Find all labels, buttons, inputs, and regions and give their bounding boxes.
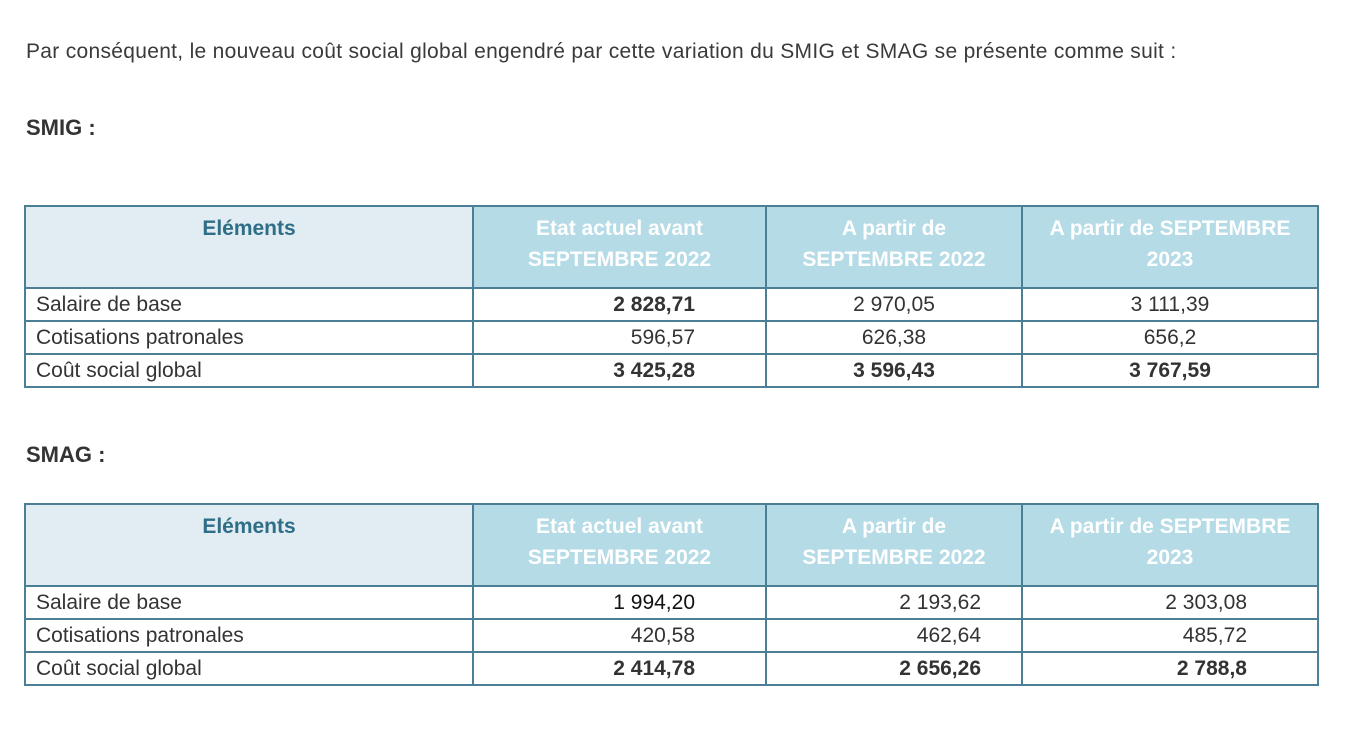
header-from-sept-2023: A partir de SEPTEMBRE 2023 — [1021, 205, 1319, 289]
cell-value: 596,57 — [472, 320, 767, 355]
table-row: Coût social global 2 414,78 2 656,26 2 7… — [24, 651, 1319, 686]
cell-value: 3 767,59 — [1021, 353, 1319, 388]
table-row: Salaire de base 1 994,20 2 193,62 2 303,… — [24, 585, 1319, 620]
header-elements: Eléments — [24, 503, 474, 587]
table-row: Salaire de base 2 828,71 2 970,05 3 111,… — [24, 287, 1319, 322]
smag-heading: SMAG : — [26, 442, 106, 467]
cell-value: 3 425,28 — [472, 353, 767, 388]
row-label: Salaire de base — [24, 585, 474, 620]
row-label: Cotisations patronales — [24, 320, 474, 355]
header-from-sept-2022: A partir de SEPTEMBRE 2022 — [765, 503, 1023, 587]
cell-value: 2 414,78 — [472, 651, 767, 686]
row-label: Salaire de base — [24, 287, 474, 322]
table-row: Cotisations patronales 596,57 626,38 656… — [24, 320, 1319, 355]
smag-table: Eléments Etat actuel avant SEPTEMBRE 202… — [24, 503, 1319, 686]
cell-value: 420,58 — [472, 618, 767, 653]
cell-value: 1 994,20 — [472, 585, 767, 620]
table-header-row: Eléments Etat actuel avant SEPTEMBRE 202… — [24, 503, 1319, 587]
cell-value: 2 788,8 — [1021, 651, 1319, 686]
row-label: Coût social global — [24, 353, 474, 388]
header-from-sept-2022: A partir de SEPTEMBRE 2022 — [765, 205, 1023, 289]
cell-value: 485,72 — [1021, 618, 1319, 653]
cell-value: 462,64 — [765, 618, 1023, 653]
cell-value: 2 193,62 — [765, 585, 1023, 620]
header-before-sept-2022: Etat actuel avant SEPTEMBRE 2022 — [472, 205, 767, 289]
table-row: Cotisations patronales 420,58 462,64 485… — [24, 618, 1319, 653]
cell-value: 626,38 — [765, 320, 1023, 355]
cell-value: 2 303,08 — [1021, 585, 1319, 620]
intro-paragraph: Par conséquent, le nouveau coût social g… — [26, 40, 1177, 63]
row-label: Coût social global — [24, 651, 474, 686]
header-elements: Eléments — [24, 205, 474, 289]
header-before-sept-2022: Etat actuel avant SEPTEMBRE 2022 — [472, 503, 767, 587]
table-row: Coût social global 3 425,28 3 596,43 3 7… — [24, 353, 1319, 388]
row-label: Cotisations patronales — [24, 618, 474, 653]
cell-value: 3 596,43 — [765, 353, 1023, 388]
smig-table: Eléments Etat actuel avant SEPTEMBRE 202… — [24, 205, 1319, 388]
cell-value: 2 970,05 — [765, 287, 1023, 322]
table-header-row: Eléments Etat actuel avant SEPTEMBRE 202… — [24, 205, 1319, 289]
smig-heading: SMIG : — [26, 115, 96, 140]
cell-value: 2 656,26 — [765, 651, 1023, 686]
header-from-sept-2023: A partir de SEPTEMBRE 2023 — [1021, 503, 1319, 587]
cell-value: 656,2 — [1021, 320, 1319, 355]
cell-value: 3 111,39 — [1021, 287, 1319, 322]
cell-value: 2 828,71 — [472, 287, 767, 322]
